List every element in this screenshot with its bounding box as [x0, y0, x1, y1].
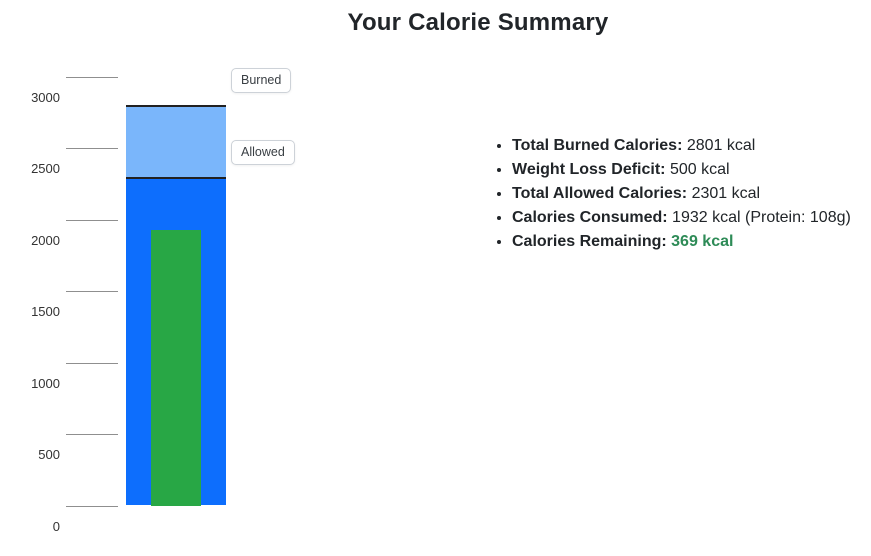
- y-axis-tick-label: 2000: [31, 232, 60, 248]
- y-axis-tick-line: [66, 505, 118, 507]
- page-title: Your Calorie Summary: [347, 9, 609, 36]
- y-axis-tick-label: 2500: [31, 161, 60, 177]
- summary-item-label: Weight Loss Deficit:: [512, 161, 666, 178]
- summary-item-value: 2801 kcal: [686, 137, 756, 154]
- y-axis-tick-line: [66, 362, 118, 364]
- summary-item-label: Calories Consumed:: [512, 209, 668, 226]
- bar-segment-burned: [126, 105, 226, 177]
- y-axis-tick-line: [66, 219, 118, 221]
- summary-item-value: 500 kcal: [669, 161, 730, 178]
- y-axis-tick-label: 500: [38, 447, 60, 463]
- y-axis-tick-line: [66, 291, 118, 293]
- summary-item-consumed: Calories Consumed: 1932 kcal (Protein: 1…: [512, 206, 851, 230]
- summary-item-deficit: Weight Loss Deficit: 500 kcal: [512, 158, 851, 182]
- summary-list: Total Burned Calories: 2801 kcal Weight …: [497, 134, 851, 254]
- summary-item-value-highlight: 369 kcal: [671, 233, 734, 250]
- allowed-annotation[interactable]: Allowed: [231, 139, 295, 165]
- y-axis-tick-line: [66, 148, 118, 150]
- summary-item-label: Total Allowed Calories:: [512, 185, 688, 202]
- bar-segment-consumed: [151, 229, 201, 506]
- y-axis-tick-label: 0: [52, 518, 60, 534]
- y-axis-tick-line: [66, 434, 118, 436]
- summary-item-burned: Total Burned Calories: 2801 kcal: [512, 134, 851, 158]
- y-axis-tick-label: 1500: [31, 304, 60, 320]
- y-axis-tick-label: 3000: [31, 90, 60, 105]
- summary-item-value: 1932 kcal (Protein: 108g): [672, 209, 851, 226]
- burned-annotation[interactable]: Burned: [231, 68, 292, 94]
- y-axis-tick-line: [66, 77, 118, 78]
- summary-item-remaining: Calories Remaining: 369 kcal: [512, 230, 851, 254]
- summary-item-allowed: Total Allowed Calories: 2301 kcal: [512, 182, 851, 206]
- summary-item-label: Calories Remaining:: [512, 233, 667, 250]
- summary-item-value: 2301 kcal: [691, 185, 761, 202]
- summary-item-label: Total Burned Calories:: [512, 137, 683, 154]
- y-axis-tick-label: 1000: [31, 375, 60, 391]
